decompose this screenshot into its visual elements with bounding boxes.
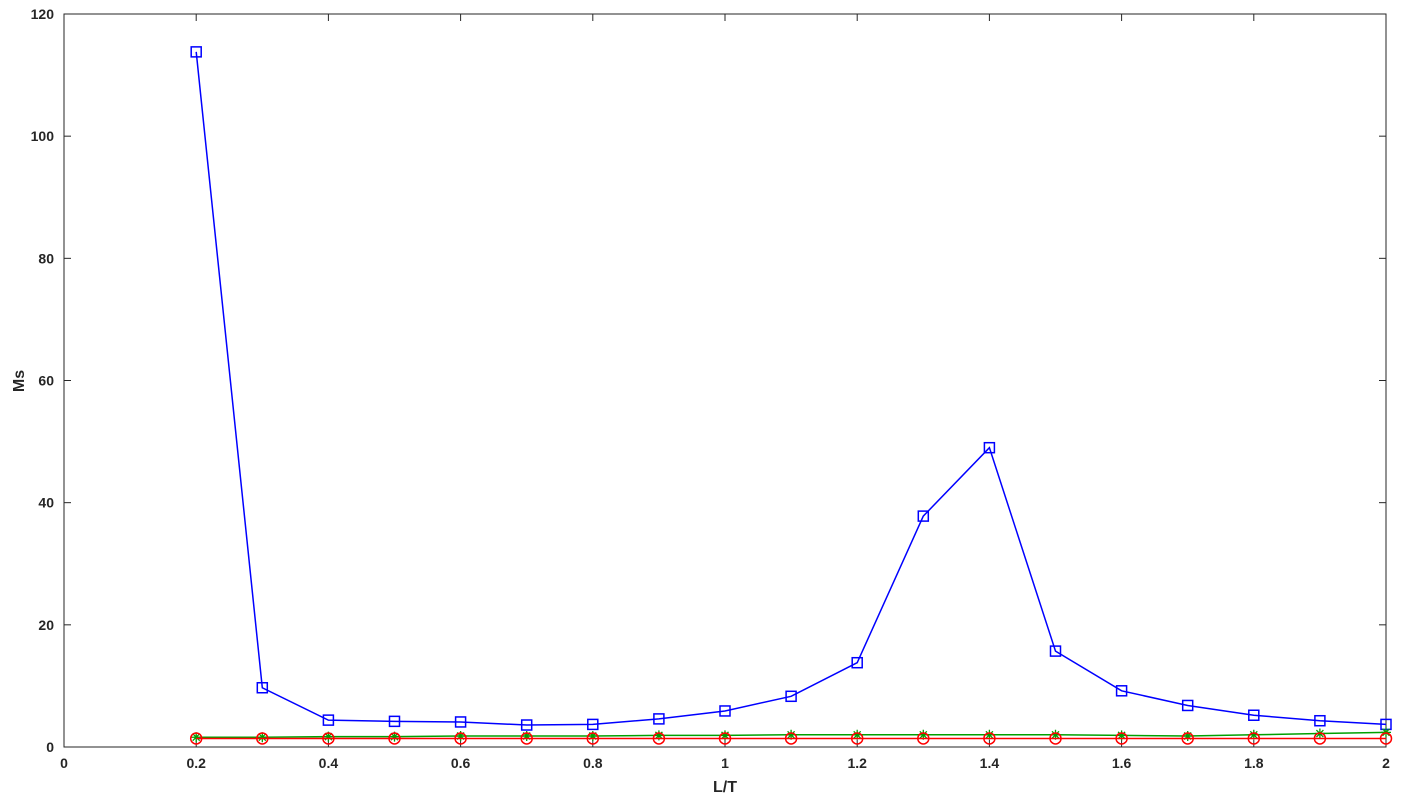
data-point-square xyxy=(587,718,599,731)
data-point-star xyxy=(1248,729,1259,740)
data-point-square xyxy=(785,690,797,703)
data-point-circle xyxy=(1115,732,1128,745)
data-point-circle xyxy=(850,732,864,745)
data-point-square xyxy=(1115,685,1128,697)
y-tick-label: 120 xyxy=(31,6,55,22)
x-tick-label: 1 xyxy=(721,755,729,771)
data-point-star xyxy=(191,732,202,743)
x-axis-label: L/T xyxy=(713,779,737,796)
data-point-star xyxy=(918,729,929,740)
data-point-star xyxy=(389,731,400,742)
data-point-square xyxy=(190,46,202,58)
y-tick-label: 100 xyxy=(31,128,55,144)
y-tick-label: 80 xyxy=(38,250,54,266)
x-tick-label: 0.6 xyxy=(451,755,471,771)
data-point-square xyxy=(851,656,863,669)
data-point-circle xyxy=(189,732,203,745)
series-line xyxy=(195,51,1387,726)
data-point-star xyxy=(786,729,797,740)
data-point-circle xyxy=(1247,732,1261,745)
data-point-circle xyxy=(586,732,600,745)
data-point-circle xyxy=(322,732,335,745)
series-layer xyxy=(189,46,1393,745)
data-point-star xyxy=(1050,729,1061,740)
x-tick-label: 0.8 xyxy=(583,755,603,771)
data-point-circle xyxy=(718,732,732,745)
data-point-circle xyxy=(520,732,533,745)
data-point-star xyxy=(984,729,995,740)
series-circle xyxy=(189,732,1393,745)
data-point-square xyxy=(1181,699,1194,712)
plot-area xyxy=(63,13,1387,748)
data-point-circle xyxy=(784,732,798,745)
data-point-square xyxy=(454,716,467,728)
data-point-circle xyxy=(1313,732,1327,745)
data-point-circle xyxy=(1049,732,1062,745)
data-point-star xyxy=(455,731,466,742)
x-tick-label: 0.2 xyxy=(186,755,206,771)
data-point-star xyxy=(1116,730,1127,741)
data-point-square xyxy=(1049,645,1062,657)
x-tick-label: 2 xyxy=(1382,755,1390,771)
data-point-circle xyxy=(454,732,467,745)
data-point-star xyxy=(521,731,532,742)
x-tick-label: 1.6 xyxy=(1112,755,1132,771)
data-point-star xyxy=(653,730,664,741)
data-point-square xyxy=(1314,714,1326,727)
data-point-circle xyxy=(1379,732,1393,745)
data-point-circle xyxy=(1181,732,1194,745)
y-tick-label: 60 xyxy=(38,373,54,389)
data-point-circle xyxy=(917,732,930,745)
data-point-square xyxy=(983,441,996,454)
data-point-circle xyxy=(652,732,666,745)
data-point-star xyxy=(587,731,598,742)
data-point-circle xyxy=(388,732,401,745)
data-point-star xyxy=(720,730,730,741)
data-point-square xyxy=(256,681,269,694)
y-tick-label: 40 xyxy=(38,495,54,511)
x-axis-ticks: 0 0.2 0.4 0.6 0.8 1 1.2 1.4 1.6 1.8 2 xyxy=(60,14,1390,771)
data-point-square xyxy=(917,510,930,522)
data-point-square xyxy=(322,714,335,726)
x-tick-label: 1.4 xyxy=(980,755,1000,771)
data-point-star xyxy=(1182,731,1193,742)
data-point-square xyxy=(719,705,731,717)
x-tick-label: 0.4 xyxy=(319,755,339,771)
data-point-star xyxy=(323,731,334,742)
y-axis-ticks: 0 20 40 60 80 100 120 xyxy=(31,6,1386,755)
data-point-star xyxy=(257,732,268,743)
data-point-circle xyxy=(983,732,996,745)
data-point-circle xyxy=(256,732,269,745)
y-tick-label: 0 xyxy=(46,739,54,755)
series-star xyxy=(191,727,1391,743)
x-tick-label: 1.8 xyxy=(1244,755,1264,771)
y-tick-label: 20 xyxy=(38,617,54,633)
data-point-square xyxy=(1248,709,1260,721)
data-point-square xyxy=(388,715,401,728)
data-point-star xyxy=(852,729,863,740)
series-square xyxy=(190,46,1392,731)
x-tick-label: 1.2 xyxy=(847,755,867,771)
y-axis-label: Ms xyxy=(11,370,28,392)
data-point-square xyxy=(653,713,665,725)
data-point-square xyxy=(520,719,533,731)
x-tick-label: 0 xyxy=(60,755,68,771)
